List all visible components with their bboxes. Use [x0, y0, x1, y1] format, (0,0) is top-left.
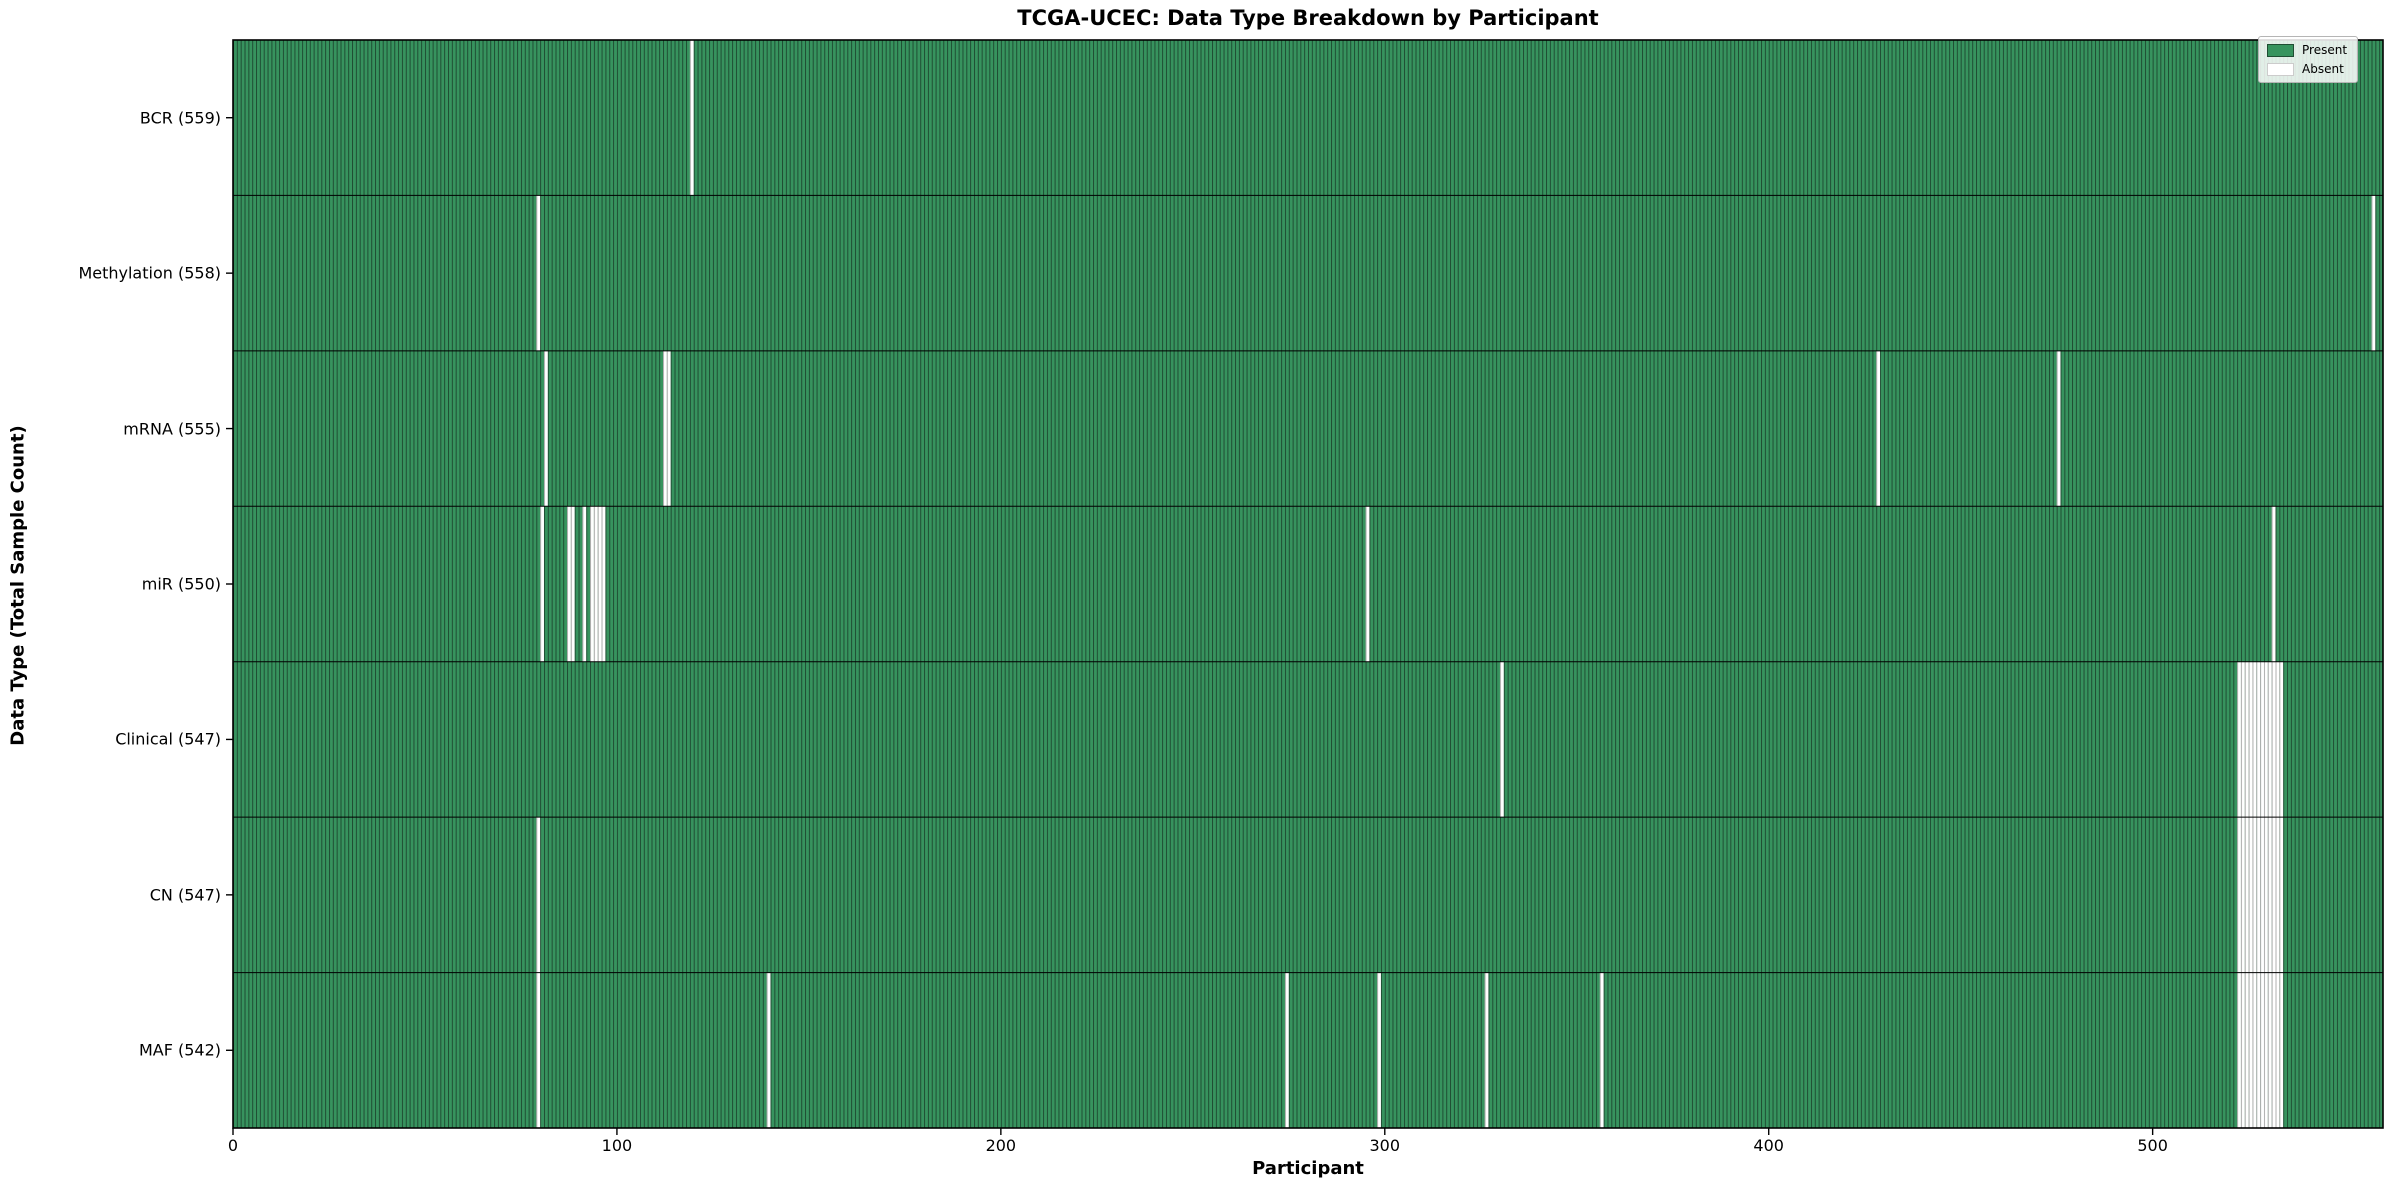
- heatmap-row-bcr: [233, 40, 2383, 196]
- absent-gap-maf-529: [2263, 972, 2268, 1128]
- heatmap-row-maf: [233, 972, 2383, 1128]
- absent-gap-maf-79: [536, 972, 541, 1128]
- absent-gap-cn-532: [2275, 817, 2280, 973]
- absent-gap-cn-529: [2263, 817, 2268, 973]
- absent-gap-maf-522: [2237, 972, 2241, 1128]
- absent-gap-maf-530: [2267, 972, 2272, 1128]
- chart-title: TCGA-UCEC: Data Type Breakdown by Partic…: [1017, 6, 1599, 30]
- y-axis-label: Data Type (Total Sample Count): [7, 425, 29, 746]
- legend-present-label: Present: [2302, 43, 2348, 57]
- heatmap-row-clinical: [233, 661, 2383, 818]
- absent-gap-mir-95: [597, 506, 602, 662]
- x-axis-label: Participant: [1252, 1158, 1364, 1179]
- ytick-clinical: Clinical (547): [115, 729, 221, 749]
- absent-gap-maf-532: [2275, 972, 2280, 1128]
- xtick-300: 300: [1369, 1136, 1401, 1155]
- absent-gap-cn-524: [2244, 817, 2249, 973]
- legend-entry-present: Present: [2267, 43, 2347, 57]
- absent-gap-clinical-530: [2267, 661, 2272, 818]
- heatmap-row-cn: [233, 817, 2383, 973]
- absent-gap-mir-93: [590, 506, 594, 662]
- absent-gap-maf-326: [1484, 972, 1489, 1128]
- absent-gap-cn-523: [2240, 817, 2245, 973]
- ytick-mir: miR (550): [141, 574, 221, 594]
- absent-gap-clinical-529: [2263, 661, 2268, 818]
- absent-gap-clinical-525: [2248, 661, 2253, 818]
- absent-swatch-icon: [2267, 62, 2294, 76]
- ytick-mrna: mRNA (555): [123, 419, 221, 439]
- absent-gap-clinical-526: [2252, 661, 2257, 818]
- absent-gap-cn-525: [2248, 817, 2253, 973]
- ytick-cn: CN (547): [149, 885, 221, 905]
- absent-gap-maf-524: [2244, 972, 2249, 1128]
- absent-gap-clinical-532: [2275, 661, 2280, 818]
- xtick-500: 500: [2137, 1136, 2168, 1155]
- absent-gap-clinical-528: [2260, 661, 2264, 818]
- absent-gap-mrna-428: [1876, 350, 1881, 507]
- heatmap-row-mir: [233, 506, 2383, 662]
- absent-gap-mir-531: [2271, 506, 2276, 662]
- xtick-200: 200: [985, 1136, 1017, 1155]
- absent-gap-cn-533: [2279, 817, 2284, 973]
- legend: Present Absent: [2258, 36, 2359, 83]
- xtick-400: 400: [1753, 1136, 1784, 1155]
- absent-gap-methylation-557: [2371, 195, 2376, 351]
- absent-gap-bcr-119: [689, 40, 694, 196]
- absent-gap-clinical-524: [2244, 661, 2249, 818]
- absent-gap-mir-80: [540, 506, 544, 662]
- heatmap-row-methylation: [233, 195, 2383, 351]
- absent-gap-clinical-533: [2279, 661, 2284, 818]
- absent-gap-maf-531: [2271, 972, 2276, 1128]
- absent-gap-mrna-81: [543, 350, 548, 507]
- absent-gap-mrna-113: [666, 350, 671, 507]
- absent-gap-methylation-79: [536, 195, 541, 351]
- absent-gap-maf-533: [2279, 972, 2284, 1128]
- ytick-methylation: Methylation (558): [78, 263, 221, 283]
- absent-gap-maf-523: [2240, 972, 2245, 1128]
- xtick-100: 100: [601, 1136, 633, 1155]
- absent-gap-mir-96: [601, 506, 606, 662]
- absent-gap-cn-527: [2256, 817, 2261, 973]
- ytick-bcr: BCR (559): [139, 108, 221, 128]
- absent-gap-mir-295: [1365, 506, 1370, 662]
- absent-gap-mir-91: [582, 506, 587, 662]
- absent-gap-cn-530: [2267, 817, 2272, 973]
- absent-gap-mrna-475: [2056, 350, 2061, 507]
- absent-gap-maf-356: [1599, 972, 1604, 1128]
- absent-gap-clinical-527: [2256, 661, 2261, 818]
- xtick-0: 0: [227, 1136, 239, 1155]
- absent-gap-mir-94: [593, 506, 598, 662]
- absent-gap-maf-525: [2248, 972, 2253, 1128]
- absent-gap-cn-79: [536, 817, 541, 973]
- absent-gap-cn-526: [2252, 817, 2257, 973]
- absent-gap-cn-531: [2271, 817, 2276, 973]
- ytick-maf: MAF (542): [138, 1040, 221, 1060]
- absent-gap-mir-88: [570, 506, 575, 662]
- legend-absent-label: Absent: [2302, 62, 2344, 76]
- absent-gap-mir-87: [567, 506, 571, 662]
- absent-gap-maf-528: [2260, 972, 2264, 1128]
- absent-gap-cn-522: [2237, 817, 2241, 973]
- absent-gap-maf-527: [2256, 972, 2261, 1128]
- absent-gap-clinical-523: [2240, 661, 2245, 818]
- absent-gap-cn-528: [2260, 817, 2264, 973]
- legend-entry-absent: Absent: [2267, 62, 2347, 76]
- heatmap-row-mrna: [233, 350, 2383, 507]
- absent-gap-mrna-112: [663, 350, 667, 507]
- absent-gap-maf-298: [1377, 972, 1381, 1128]
- absent-gap-clinical-522: [2237, 661, 2241, 818]
- absent-gap-maf-274: [1284, 972, 1289, 1128]
- absent-gap-clinical-531: [2271, 661, 2276, 818]
- absent-gap-maf-526: [2252, 972, 2257, 1128]
- absent-gap-clinical-330: [1499, 661, 1504, 818]
- present-swatch-icon: [2267, 43, 2294, 57]
- absent-gap-maf-139: [766, 972, 771, 1128]
